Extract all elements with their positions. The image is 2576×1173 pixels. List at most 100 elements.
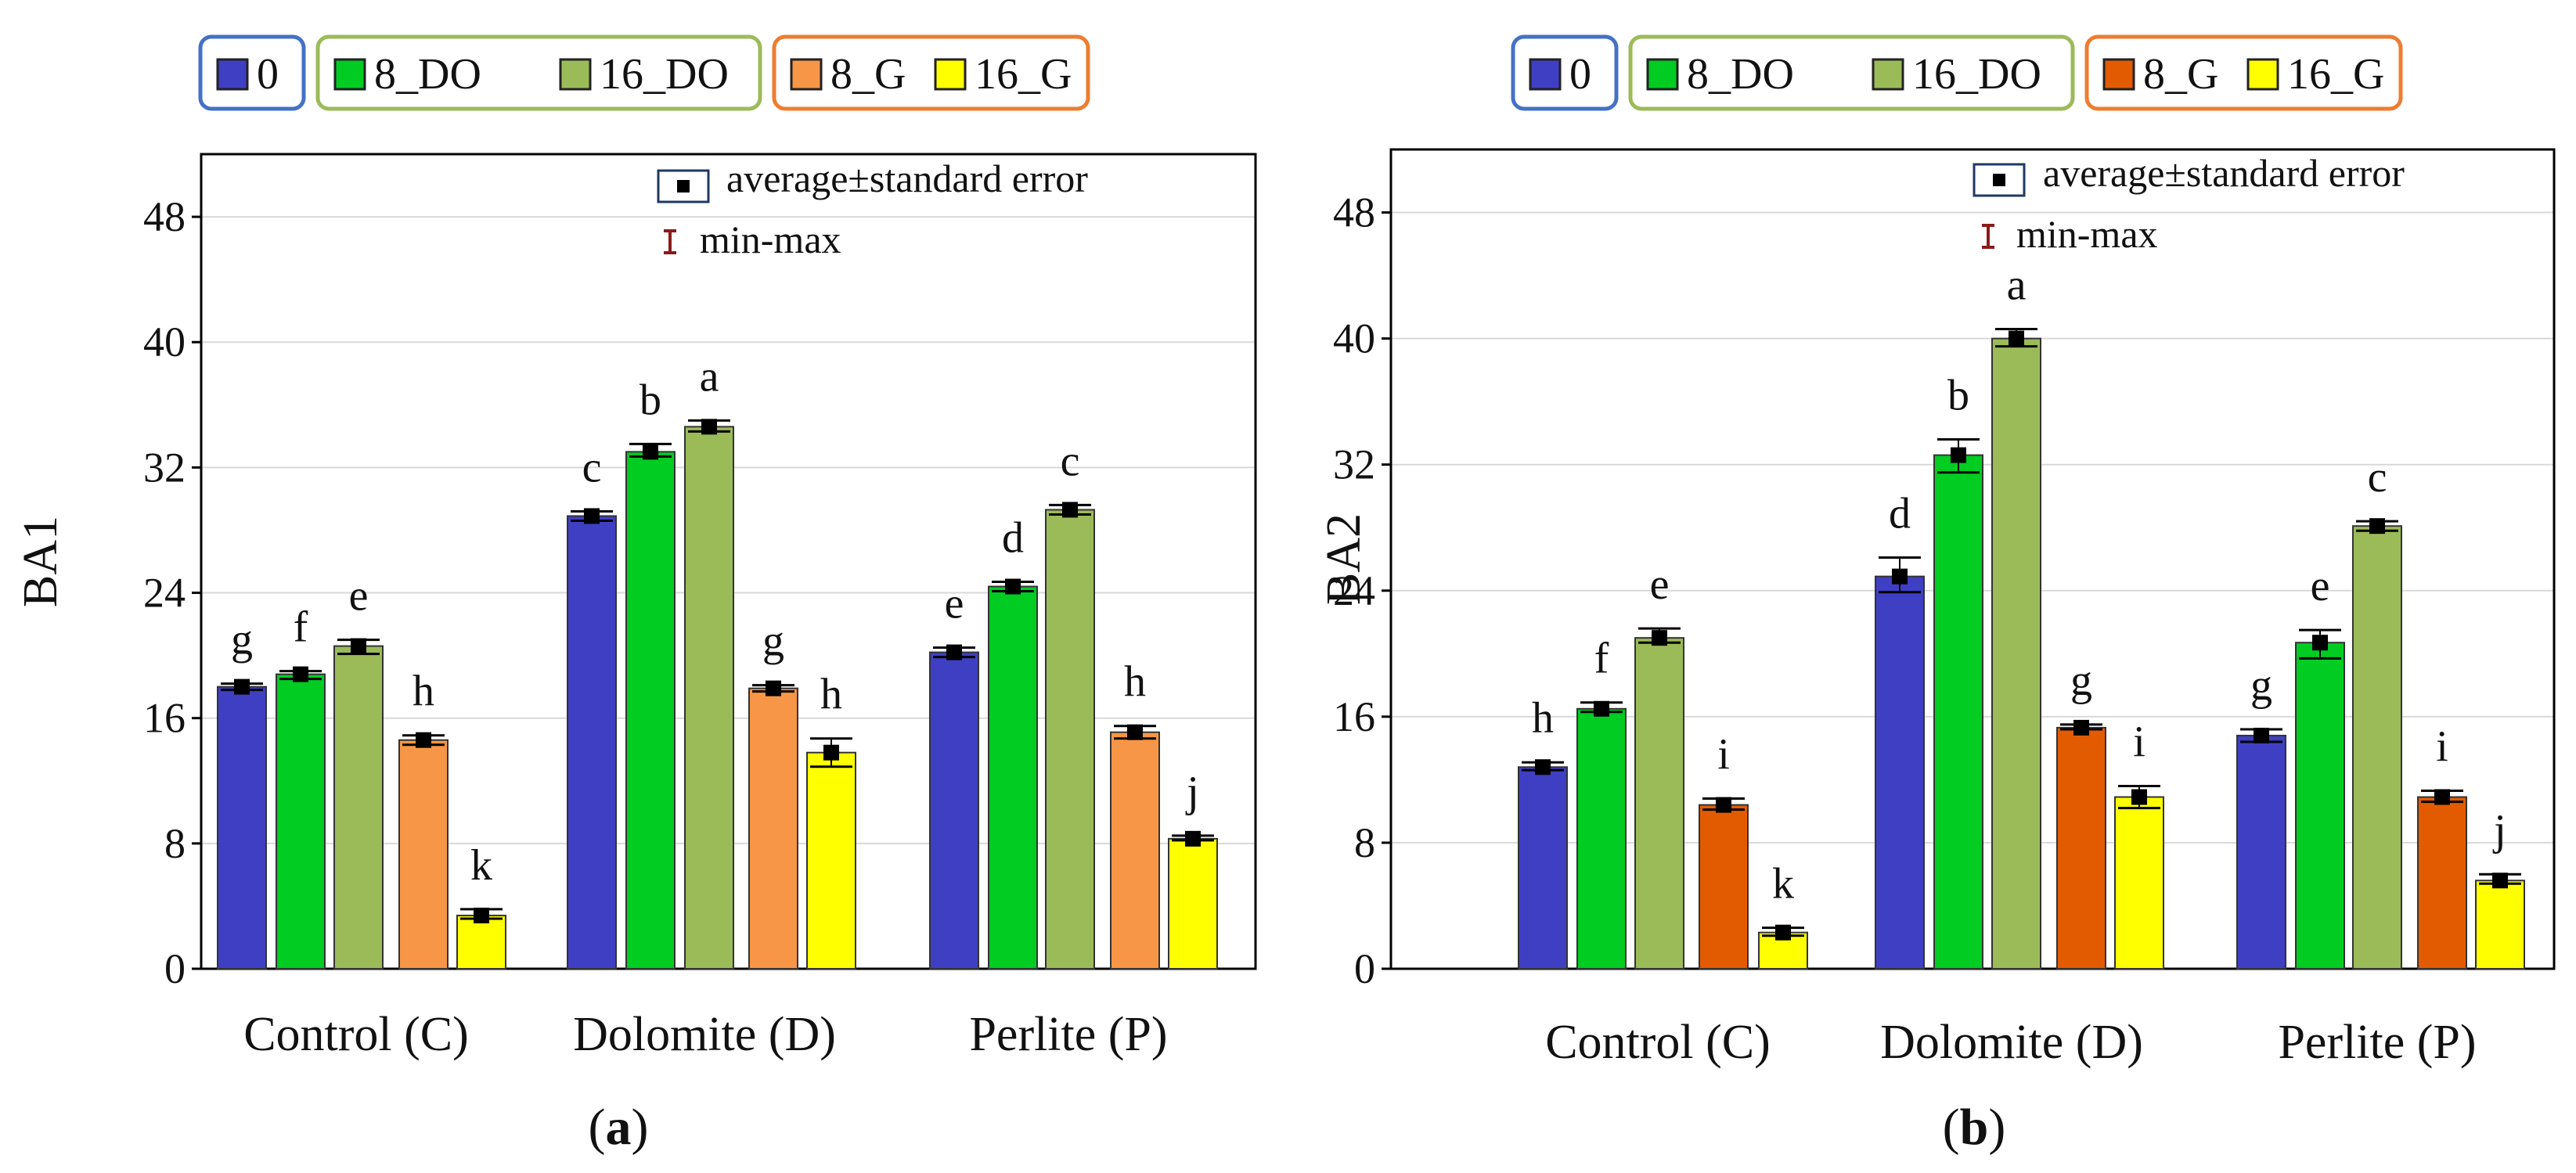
mean-marker <box>1892 568 1908 585</box>
y-axis-label: BA2 <box>1317 513 1371 605</box>
mean-marker <box>1775 924 1791 941</box>
mean-marker-dot <box>677 180 690 193</box>
bar-16_G-2 <box>2475 880 2525 970</box>
mean-marker <box>1535 759 1551 775</box>
mean-marker <box>2131 789 2147 805</box>
bar-16_DO-0 <box>1634 637 1684 970</box>
bar-16_DO-2 <box>2352 525 2402 970</box>
significance-letter: e <box>945 580 964 628</box>
mean-marker-dot <box>1993 174 2005 186</box>
chart-panel-b: 0 8_DO 16_DO 8_G 16_G average±standard error m… <box>1317 34 2556 1156</box>
significance-letter: d <box>1889 489 1911 538</box>
mean-marker <box>2009 330 2024 347</box>
mean-marker <box>1716 797 1731 813</box>
panel-label-letter: b <box>1960 1099 1989 1156</box>
legend-swatch <box>790 58 823 91</box>
y-tick-label: 48 <box>1333 189 1375 236</box>
legend-label: 0 <box>257 50 279 99</box>
mean-marker <box>584 508 600 524</box>
legend-label: 16_DO <box>1912 50 2041 99</box>
mean-marker <box>1594 700 1609 717</box>
mean-marker <box>1005 578 1021 595</box>
significance-letter: i <box>1717 731 1730 779</box>
significance-letter: h <box>1124 658 1146 707</box>
min-max-label: min-max <box>700 218 841 261</box>
y-tick-label: 8 <box>164 820 186 867</box>
bar-8_G-2 <box>1110 731 1160 970</box>
legend-swatch <box>559 58 592 91</box>
bar-8_DO-1 <box>625 451 676 970</box>
significance-letter: a <box>2007 261 2027 310</box>
panel-label-letter: a <box>606 1099 632 1156</box>
mean-marker <box>2434 789 2450 805</box>
legend-group-box <box>315 34 762 111</box>
significance-letter: g <box>2070 657 2092 705</box>
significance-letter: c <box>582 443 602 491</box>
significance-letter: j <box>2492 806 2506 855</box>
bar-8_G-1 <box>748 687 798 970</box>
legend-label: 16_DO <box>600 50 729 99</box>
significance-letter: j <box>1185 768 1199 816</box>
panel-label-close: ) <box>632 1099 649 1156</box>
mean-marker <box>701 419 717 435</box>
legend-label: 16_G <box>975 50 1072 99</box>
mean-marker <box>2312 635 2328 651</box>
stat-legend: average±standard error min-max <box>657 157 1088 261</box>
y-axis-label: BA1 <box>14 516 67 607</box>
mean-marker <box>1951 447 1966 463</box>
legend-group-box <box>2084 34 2403 111</box>
bar-16_DO-2 <box>1045 509 1095 970</box>
bar-0-1 <box>567 515 617 970</box>
x-category-label: Control (C) <box>243 1008 469 1061</box>
bar-8_DO-2 <box>988 585 1038 970</box>
series-legend: 0 8_DO 16_DO 8_G 16_G <box>198 34 1090 111</box>
legend-group-box <box>198 34 306 111</box>
mean-marker <box>1127 724 1143 740</box>
bar-16_G-1 <box>806 751 856 970</box>
bar-8_DO-1 <box>1933 454 1983 970</box>
significance-letter: b <box>639 376 661 424</box>
y-tick-label: 8 <box>1354 819 1375 866</box>
panel-label-open: ( <box>589 1099 606 1156</box>
y-tick-label: 32 <box>143 444 186 491</box>
y-tick-label: 40 <box>1333 315 1375 362</box>
panel-label-open: ( <box>1943 1099 1960 1156</box>
significance-letter: k <box>470 841 492 890</box>
bar-0-0 <box>1518 766 1568 970</box>
legend-swatch <box>934 58 967 91</box>
mean-marker <box>2073 719 2089 736</box>
x-category-label: Perlite (P) <box>2278 1016 2476 1069</box>
x-category-label: Control (C) <box>1545 1016 1771 1069</box>
significance-letter: c <box>2368 453 2387 502</box>
mean-marker <box>293 666 308 682</box>
significance-letter: a <box>700 352 719 401</box>
mean-marker <box>2369 518 2385 534</box>
bar-16_G-2 <box>1168 837 1218 970</box>
legend-label: 8_DO <box>1687 50 1794 99</box>
significance-letter: g <box>231 616 253 664</box>
y-tick-label: 16 <box>143 695 186 742</box>
legend-swatch <box>2246 58 2279 91</box>
legend-swatch <box>2102 58 2135 91</box>
bar-16_DO-1 <box>1991 337 2041 970</box>
mean-se-label: average±standard error <box>2043 151 2405 195</box>
y-tick-label: 16 <box>1333 693 1375 740</box>
panel-label: (a) <box>589 1099 649 1156</box>
significance-letter: h <box>413 667 434 716</box>
legend-group-box <box>772 34 1090 111</box>
min-max-label: min-max <box>2016 212 2158 256</box>
bar-8_G-1 <box>2056 726 2106 970</box>
significance-letter: e <box>1650 560 1670 609</box>
bar-0-2 <box>2236 735 2286 970</box>
significance-letter: i <box>2436 722 2448 771</box>
legend-label: 8_G <box>2143 50 2218 99</box>
significance-letter: f <box>1594 635 1609 683</box>
mean-marker <box>2254 728 2269 744</box>
significance-letter: g <box>2250 661 2272 710</box>
legend-swatch <box>1529 58 1562 91</box>
significance-letter: k <box>1772 860 1794 909</box>
legend-label: 0 <box>1569 50 1591 99</box>
panel-label-close: ) <box>1988 1099 2005 1156</box>
mean-marker <box>643 444 658 460</box>
